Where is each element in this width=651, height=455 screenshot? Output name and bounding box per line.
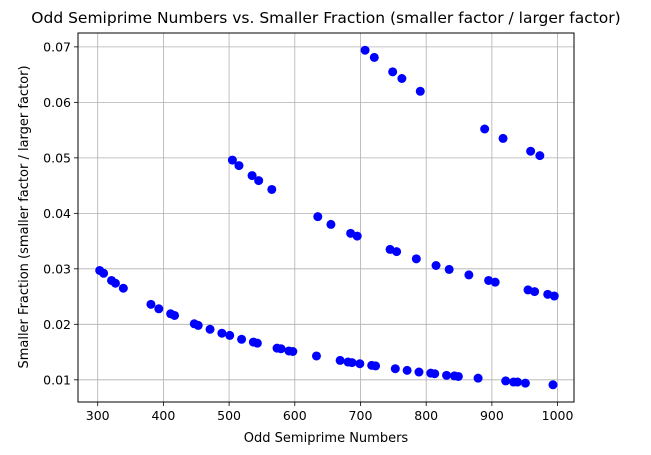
x-tick-label: 700 (349, 408, 373, 423)
x-tick-label: 900 (480, 408, 504, 423)
data-point (267, 184, 277, 194)
data-point (402, 365, 412, 375)
data-point (205, 324, 215, 334)
data-point (430, 369, 440, 379)
data-point (411, 254, 421, 264)
y-tick-label: 0.06 (43, 95, 71, 110)
data-point (464, 270, 474, 280)
data-point (392, 247, 402, 257)
y-tick-label: 0.04 (43, 206, 71, 221)
data-point (473, 373, 483, 383)
data-points (95, 45, 559, 390)
data-point (371, 361, 381, 371)
x-axis-ticks: 300 400 500 600 700 800 900 1000 (86, 402, 574, 423)
data-point (276, 344, 286, 354)
data-point (227, 155, 237, 165)
y-tick-label: 0.05 (43, 150, 71, 165)
data-point (360, 45, 370, 55)
data-point (431, 260, 441, 270)
data-point (480, 124, 490, 134)
data-point (355, 359, 365, 369)
y-tick-label: 0.03 (43, 261, 71, 276)
data-point (501, 376, 511, 386)
data-point (535, 151, 545, 161)
data-point (110, 278, 120, 288)
x-tick-label: 1000 (542, 408, 574, 423)
data-point (453, 371, 463, 381)
y-tick-label: 0.07 (43, 39, 71, 54)
data-point (247, 171, 257, 181)
data-point (193, 320, 203, 330)
data-point (498, 133, 508, 143)
y-axis-ticks: 0.01 0.02 0.03 0.04 0.05 0.06 0.07 (43, 39, 78, 387)
chart-title: Odd Semiprime Numbers vs. Smaller Fracti… (31, 9, 620, 27)
y-tick-label: 0.02 (43, 317, 71, 332)
y-tick-label: 0.01 (43, 372, 71, 387)
data-point (388, 67, 398, 77)
data-point (170, 310, 180, 320)
data-point (288, 347, 298, 357)
data-point (352, 231, 362, 241)
data-point (520, 378, 530, 388)
data-point (414, 367, 424, 377)
data-point (415, 86, 425, 96)
plot-frame (77, 32, 575, 403)
data-point (530, 287, 540, 297)
data-point (146, 299, 156, 309)
data-point (99, 268, 109, 278)
x-tick-label: 300 (86, 408, 110, 423)
data-point (444, 264, 454, 274)
data-point (347, 358, 357, 368)
x-tick-label: 600 (283, 408, 307, 423)
data-point (313, 212, 323, 222)
data-point (549, 291, 559, 301)
data-point (311, 351, 321, 361)
data-point (490, 277, 500, 287)
data-point (390, 364, 400, 374)
data-point (513, 377, 523, 387)
data-point (369, 52, 379, 62)
data-point (397, 74, 407, 84)
data-point (237, 334, 247, 344)
x-tick-label: 800 (414, 408, 438, 423)
data-point (154, 304, 164, 314)
x-axis-label: Odd Semiprime Numbers (244, 431, 409, 446)
x-tick-label: 400 (151, 408, 175, 423)
data-point (335, 355, 345, 365)
data-point (252, 338, 262, 348)
grid (78, 33, 574, 402)
data-point (234, 161, 244, 171)
y-axis-label: Smaller Fraction (smaller factor / large… (17, 65, 32, 368)
data-point (254, 176, 264, 186)
x-tick-label: 500 (217, 408, 241, 423)
data-point (326, 219, 336, 229)
data-point (548, 380, 558, 390)
data-point (526, 146, 536, 156)
data-point (118, 283, 128, 293)
data-point (442, 370, 452, 380)
data-point (225, 330, 235, 340)
data-point (217, 328, 227, 338)
